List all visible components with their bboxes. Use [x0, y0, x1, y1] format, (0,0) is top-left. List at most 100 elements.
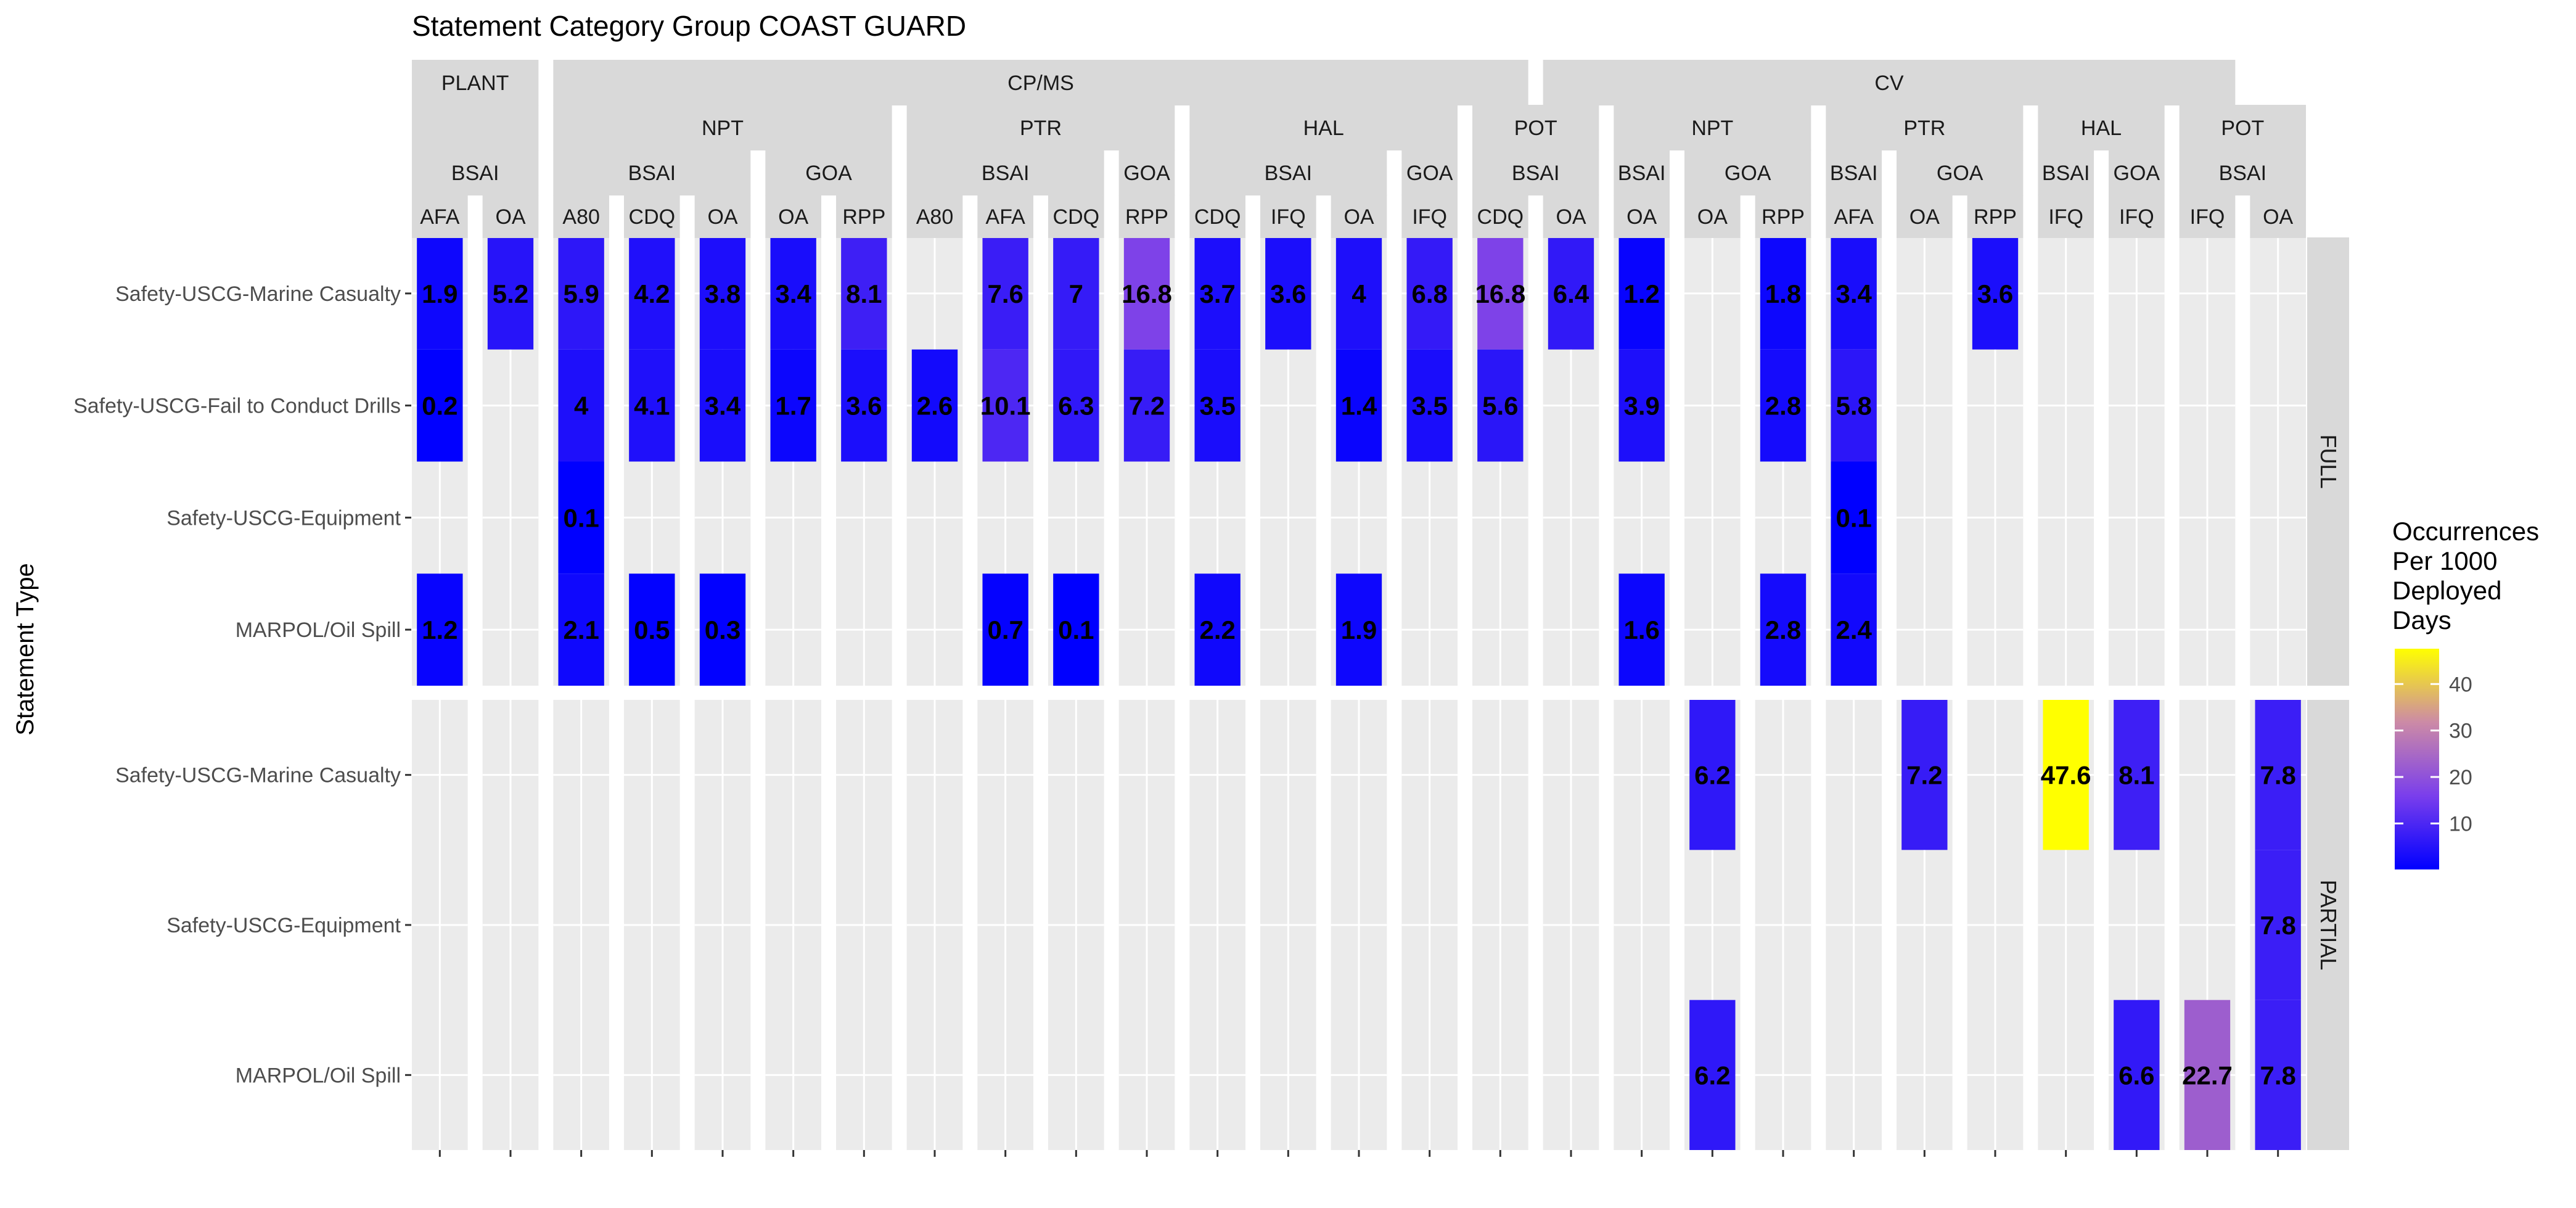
heatmap-tile	[417, 237, 463, 350]
strip-l2	[412, 105, 539, 150]
facet-strip-label: PARTIAL	[2316, 880, 2341, 971]
heatmap-tile	[2114, 700, 2160, 850]
strip-level4	[1189, 195, 1245, 238]
strip-label-level4: AFA	[1834, 205, 1874, 229]
heatmap-tile	[1831, 349, 1877, 462]
heatmap-tile	[770, 237, 816, 350]
data-label: 0.1	[563, 503, 599, 532]
strip-label-level4: A80	[916, 205, 954, 229]
heatmap-tile	[1194, 349, 1241, 462]
strip-l2	[553, 105, 892, 150]
strip-label-l2: NPT	[702, 117, 744, 140]
data-label: 3.7	[1199, 279, 1235, 308]
legend-title: Per 1000	[2392, 546, 2497, 575]
legend-title: Deployed	[2392, 576, 2501, 605]
strip-label-level4: OA	[1697, 205, 1728, 229]
strip-label-level4: OA	[1626, 205, 1657, 229]
data-label: 0.7	[987, 615, 1023, 644]
data-label: 7.8	[2260, 1061, 2295, 1090]
strip-label-l1: CP/MS	[1007, 72, 1074, 95]
strip-label-l2: PTR	[1903, 117, 1945, 140]
heatmap-tile	[2255, 700, 2301, 850]
heatmap-tile	[1901, 700, 1948, 850]
strip-l1	[412, 60, 539, 105]
heatmap-tile	[1618, 237, 1665, 350]
strip-l2	[1614, 105, 1811, 150]
heatmap-tile	[2184, 1000, 2231, 1150]
strip-label-l3: BSAI	[2042, 162, 2090, 185]
data-label: 8.1	[846, 279, 882, 308]
heatmap-tile	[770, 349, 816, 462]
data-label: 4	[574, 392, 589, 421]
data-label: 2.8	[1765, 392, 1801, 421]
strip-label-l3: BSAI	[982, 162, 1029, 185]
legend-tick-label: 40	[2449, 673, 2472, 696]
strip-label-level4: OA	[778, 205, 808, 229]
y-tick-label: Safety-USCG-Marine Casualty	[115, 764, 401, 787]
strip-l3	[1472, 150, 1599, 195]
heatmap-tile	[1477, 349, 1524, 462]
strip-l3	[2109, 150, 2165, 195]
strip-l3	[1401, 150, 1458, 195]
strip-level4	[836, 195, 892, 238]
heatmap-tile	[1053, 349, 1099, 462]
heatmap-tile	[1265, 237, 1311, 350]
facet-row-partial: Safety-USCG-Marine Casualty Safety-USCG-E…	[115, 700, 2349, 1150]
data-label: 3.4	[775, 279, 811, 308]
chart-title: Statement Category Group COAST GUARD	[412, 10, 966, 42]
heatmap-tile	[1053, 237, 1099, 350]
strip-label-level4: OA	[1343, 205, 1374, 229]
strip-label-l2: NPT	[1691, 117, 1733, 140]
data-label: 1.7	[775, 392, 811, 421]
facet-strip-headers: PLANT CP/MS CV NPT PTR HAL POT NPT PTR HAL POT BSAI…	[412, 60, 2306, 238]
heatmap-tile	[1689, 700, 1736, 850]
heatmap-tile	[1831, 461, 1877, 574]
y-tick-label: Safety-USCG-Equipment	[166, 506, 401, 530]
data-label: 2.8	[1765, 615, 1801, 644]
y-tick-label: MARPOL/Oil Spill	[236, 618, 401, 642]
strip-label-level4: IFQ	[1271, 205, 1306, 229]
strip-l3	[1189, 150, 1387, 195]
facet-strip-full	[2307, 237, 2349, 686]
heatmap-tile	[417, 573, 463, 686]
heatmap-tile	[558, 349, 604, 462]
data-label: 47.6	[2041, 761, 2091, 790]
data-label: 4.2	[634, 279, 670, 308]
data-label: 4.1	[634, 392, 670, 421]
strip-l3	[553, 150, 751, 195]
heatmap-tile	[699, 573, 746, 686]
strip-label-l3: GOA	[1123, 162, 1170, 185]
strip-level4	[1684, 195, 1741, 238]
data-label: 1.6	[1623, 615, 1659, 644]
data-label: 16.8	[1475, 279, 1525, 308]
heatmap-tile	[2043, 700, 2089, 850]
data-label: 3.5	[1199, 392, 1235, 421]
data-label: 6.2	[1694, 761, 1730, 790]
heatmap-tile	[629, 349, 675, 462]
strip-l2	[906, 105, 1175, 150]
heatmap-tile	[1123, 237, 1170, 350]
heatmap-tile	[699, 349, 746, 462]
data-label: 7.2	[1129, 392, 1165, 421]
y-tick-label: MARPOL/Oil Spill	[236, 1064, 401, 1087]
data-label: 7.8	[2260, 761, 2295, 790]
strip-label-l3: GOA	[2114, 162, 2160, 185]
strip-label-l3: BSAI	[628, 162, 676, 185]
strip-label-level4: IFQ	[2190, 205, 2225, 229]
strip-l2	[1189, 105, 1458, 150]
heatmap-tile	[1760, 349, 1807, 462]
heatmap-tile	[2114, 1000, 2160, 1150]
data-label: 1.8	[1765, 279, 1801, 308]
data-label: 2.4	[1836, 615, 1872, 644]
strip-l3	[2179, 150, 2306, 195]
strip-label-level4: A80	[562, 205, 600, 229]
legend-title: Days	[2392, 606, 2451, 635]
strip-label-level4: IFQ	[2119, 205, 2154, 229]
strip-l1	[553, 60, 1528, 105]
data-label: 3.5	[1411, 392, 1447, 421]
heatmap-tile	[1618, 349, 1665, 462]
strip-label-l2: PTR	[1020, 117, 1062, 140]
strip-l3	[1614, 150, 1670, 195]
